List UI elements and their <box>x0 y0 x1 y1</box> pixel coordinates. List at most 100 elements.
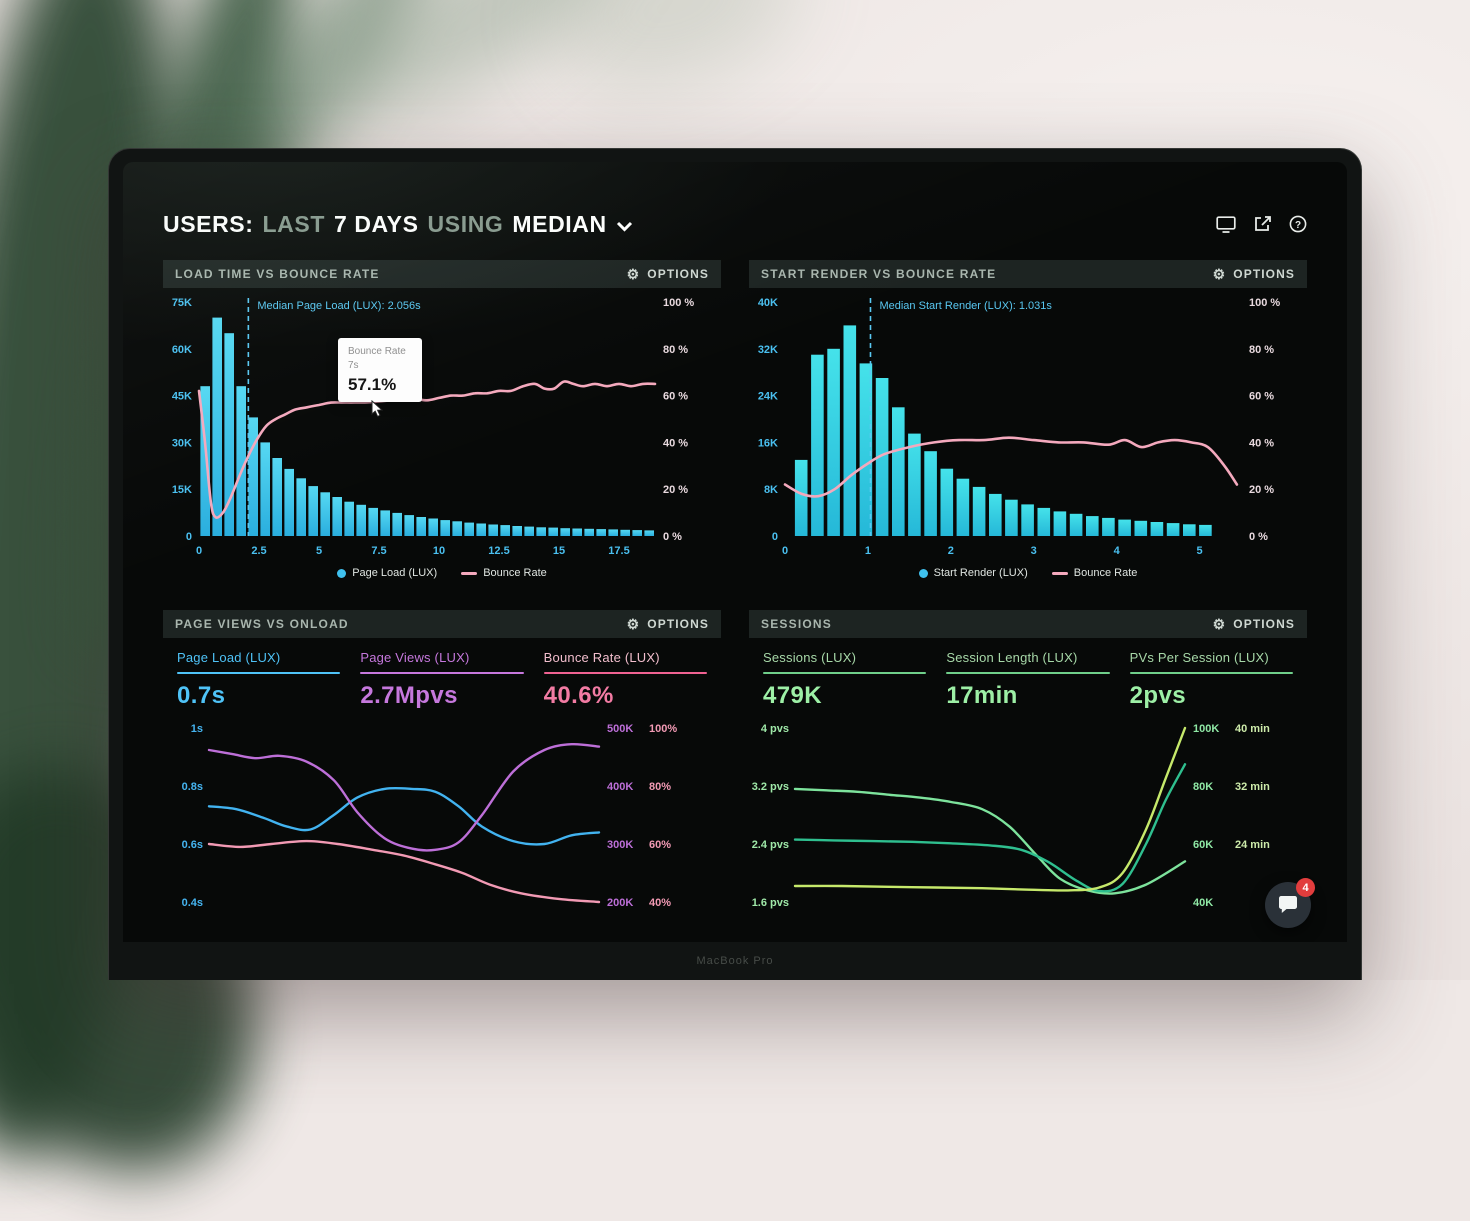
metric-value: 0.7s <box>177 682 226 709</box>
svg-text:60K: 60K <box>172 344 192 356</box>
legend-line-icon <box>461 571 478 575</box>
svg-text:2: 2 <box>948 545 954 557</box>
panel-header: LOAD TIME VS BOUNCE RATE ⚙ OPTIONS <box>163 260 721 288</box>
svg-text:40K: 40K <box>758 297 778 309</box>
metric-label: PVs Per Session (LUX) <box>1129 650 1269 665</box>
legend-start-render[interactable]: Start Render (LUX) <box>918 567 1028 579</box>
svg-text:80 %: 80 % <box>663 344 688 356</box>
svg-text:Median Page Load (LUX): 2.056s: Median Page Load (LUX): 2.056s <box>257 300 421 312</box>
svg-text:0: 0 <box>772 531 778 543</box>
help-icon[interactable]: ? <box>1289 215 1307 233</box>
svg-text:10: 10 <box>433 545 445 557</box>
metric-underline <box>1129 672 1293 674</box>
svg-text:5: 5 <box>1196 545 1202 557</box>
load-time-chart[interactable]: Median Page Load (LUX): 2.056s 75K 60K 45K 3… <box>163 288 722 560</box>
dashboard: USERS: LAST 7 DAYS USING MEDIAN <box>123 162 1347 942</box>
metric-row: Sessions (LUX) 479K Session Length (LUX)… <box>749 638 1307 710</box>
metric-pvs-per-session[interactable]: PVs Per Session (LUX) 2pvs <box>1129 650 1293 710</box>
legend-label: Page Load (LUX) <box>352 567 438 579</box>
metric-page-load[interactable]: Page Load (LUX) 0.7s <box>177 650 341 710</box>
svg-text:60K: 60K <box>1193 839 1213 851</box>
title-7days: 7 DAYS <box>333 210 419 237</box>
page-views-chart[interactable]: 1s 0.8s 0.6s 0.4s 500K 100% 400K 80% 300K 60% 200K… <box>163 710 722 922</box>
svg-text:15K: 15K <box>172 484 192 496</box>
metric-value: 17min <box>946 682 1018 709</box>
metric-row: Page Load (LUX) 0.7s Page Views (LUX) 2.… <box>163 638 721 710</box>
options-button[interactable]: ⚙ OPTIONS <box>627 267 709 281</box>
sessions-chart[interactable]: 4 pvs 3.2 pvs 2.4 pvs 1.6 pvs 100K 40 min 80K 3… <box>749 710 1308 922</box>
options-button[interactable]: ⚙ OPTIONS <box>1213 617 1295 631</box>
panel-body: Sessions (LUX) 479K Session Length (LUX)… <box>749 638 1307 922</box>
svg-text:7.5: 7.5 <box>371 545 386 557</box>
svg-text:60%: 60% <box>649 839 671 851</box>
options-label: OPTIONS <box>1233 267 1295 281</box>
svg-text:30K: 30K <box>172 437 192 449</box>
legend-label: Start Render (LUX) <box>933 567 1028 579</box>
svg-text:0.6s: 0.6s <box>182 839 203 851</box>
dashboard-header: USERS: LAST 7 DAYS USING MEDIAN <box>163 208 1307 240</box>
svg-text:100%: 100% <box>649 723 677 735</box>
chart-legend: Page Load (LUX) Bounce Rate <box>163 560 721 586</box>
svg-text:40%: 40% <box>649 897 671 909</box>
metric-underline <box>360 672 524 674</box>
chat-widget-button[interactable]: 4 <box>1265 878 1315 928</box>
tooltip-x-value: 7s <box>348 360 359 371</box>
metric-sessions[interactable]: Sessions (LUX) 479K <box>763 650 927 710</box>
legend-dot-icon <box>337 568 347 578</box>
laptop: USERS: LAST 7 DAYS USING MEDIAN <box>108 148 1362 980</box>
svg-text:1s: 1s <box>191 723 203 735</box>
legend-bounce-rate[interactable]: Bounce Rate <box>461 567 547 579</box>
metric-label: Sessions (LUX) <box>763 650 857 665</box>
svg-text:0 %: 0 % <box>1249 531 1268 543</box>
svg-text:4: 4 <box>1114 545 1121 557</box>
metric-session-length[interactable]: Session Length (LUX) 17min <box>946 650 1110 710</box>
metric-value: 2pvs <box>1129 682 1186 709</box>
svg-text:1: 1 <box>865 545 871 557</box>
chart-tooltip: Bounce Rate 7s 57.1% <box>338 338 422 402</box>
legend-dot-icon <box>918 568 928 578</box>
legend-line-icon <box>1051 571 1068 575</box>
metric-underline <box>763 672 927 674</box>
svg-text:0: 0 <box>196 545 202 557</box>
svg-text:12.5: 12.5 <box>488 545 509 557</box>
svg-text:24K: 24K <box>758 391 778 403</box>
svg-text:16K: 16K <box>758 437 778 449</box>
metric-bounce-rate[interactable]: Bounce Rate (LUX) 40.6% <box>543 650 707 710</box>
svg-text:40K: 40K <box>1193 897 1213 909</box>
title-using: USING <box>427 210 504 237</box>
metric-underline <box>177 672 341 674</box>
plant-blur <box>532 0 818 115</box>
svg-text:100 %: 100 % <box>663 297 694 309</box>
metric-page-views[interactable]: Page Views (LUX) 2.7Mpvs <box>360 650 524 710</box>
title-median: MEDIAN <box>512 210 607 237</box>
panel-grid: LOAD TIME VS BOUNCE RATE ⚙ OPTIONS Media… <box>163 260 1307 922</box>
legend-page-load[interactable]: Page Load (LUX) <box>337 567 437 579</box>
svg-text:20 %: 20 % <box>663 484 688 496</box>
display-icon[interactable] <box>1216 215 1236 233</box>
start-render-chart[interactable]: Median Start Render (LUX): 1.031s 40K 32K 2… <box>749 288 1308 560</box>
svg-text:60 %: 60 % <box>1249 391 1274 403</box>
svg-text:2.4 pvs: 2.4 pvs <box>752 839 789 851</box>
legend-bounce-rate[interactable]: Bounce Rate <box>1051 567 1137 579</box>
options-button[interactable]: ⚙ OPTIONS <box>627 617 709 631</box>
panel-start-render: START RENDER VS BOUNCE RATE ⚙ OPTIONS Me… <box>749 260 1307 586</box>
svg-text:75K: 75K <box>172 297 192 309</box>
options-button[interactable]: ⚙ OPTIONS <box>1213 267 1295 281</box>
svg-text:200K: 200K <box>607 897 633 909</box>
panel-header: START RENDER VS BOUNCE RATE ⚙ OPTIONS <box>749 260 1307 288</box>
dashboard-title-dropdown[interactable]: USERS: LAST 7 DAYS USING MEDIAN <box>163 211 642 238</box>
chat-unread-badge: 4 <box>1296 878 1315 897</box>
metric-label: Bounce Rate (LUX) <box>543 650 660 665</box>
header-icons: ? <box>1216 215 1307 233</box>
panel-page-views: PAGE VIEWS VS ONLOAD ⚙ OPTIONS Page Load… <box>163 610 721 922</box>
svg-text:40 %: 40 % <box>1249 437 1274 449</box>
share-icon[interactable] <box>1253 215 1272 233</box>
panel-body: Median Start Render (LUX): 1.031s 40K 32K 2… <box>749 288 1307 586</box>
svg-text:300K: 300K <box>607 839 633 851</box>
tooltip-value: 57.1% <box>348 375 397 394</box>
svg-text:3.2 pvs: 3.2 pvs <box>752 781 789 793</box>
metric-label: Session Length (LUX) <box>946 650 1078 665</box>
plant-blur <box>307 0 648 154</box>
svg-text:20 %: 20 % <box>1249 484 1274 496</box>
svg-text:80%: 80% <box>649 781 671 793</box>
